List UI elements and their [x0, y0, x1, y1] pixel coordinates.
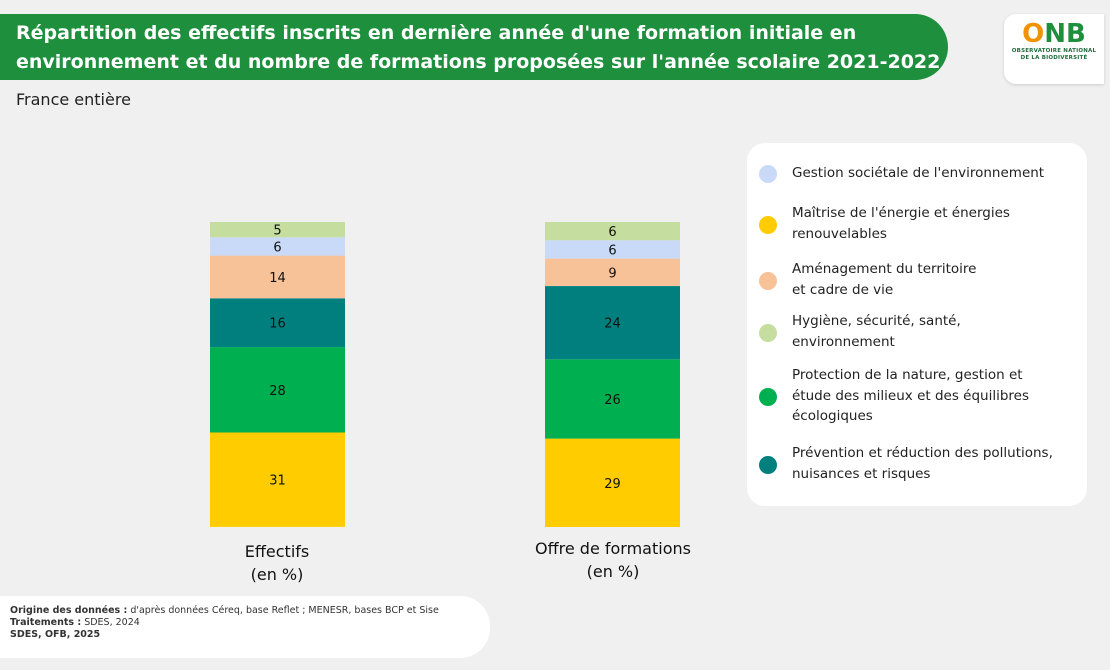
data-label-1-0: 29: [604, 477, 621, 492]
category-label-unit: (en %): [586, 562, 640, 581]
data-label-0-4: 6: [273, 240, 281, 255]
legend-swatch: [759, 215, 777, 234]
logo-wordmark: ONB: [1022, 19, 1086, 49]
legend-swatch: [759, 323, 777, 342]
logo-subtitle-1: OBSERVATOIRE NATIONAL: [1011, 48, 1097, 54]
source-treatments-text: SDES, 2024: [81, 617, 140, 628]
category-label-unit: (en %): [250, 565, 304, 584]
legend-label: Protection de la nature, gestion et étude…: [792, 367, 1030, 424]
data-label-1-2: 24: [604, 317, 621, 332]
legend-swatch: [759, 455, 777, 474]
data-label-1-5: 6: [608, 225, 616, 240]
data-label-0-3: 14: [269, 271, 286, 286]
bar-segment-0-4: [210, 237, 345, 256]
bar-segment-1-1: [545, 359, 680, 439]
bar-segment-0-2: [210, 298, 345, 348]
bar-segment-1-2: [545, 286, 680, 360]
source-treatments-label: Traitements :: [10, 617, 82, 628]
chart-legend: Gestion sociétale de l'environnement Maît…: [747, 143, 1087, 506]
source-origin-label: Origine des données :: [10, 605, 128, 616]
legend-label: Prévention et réduction des pollutions, n…: [792, 445, 1053, 482]
source-origin-text: d'après données Céreq, base Reflet ; MEN…: [127, 605, 439, 616]
legend-label: Aménagement du territoire et cadre de vie: [792, 261, 977, 298]
data-label-1-4: 6: [608, 244, 616, 259]
bar-segment-0-5: [210, 222, 345, 238]
source-note: Origine des données : d'après données Cé…: [0, 596, 490, 658]
onb-logo: ONB OBSERVATOIRE NATIONAL DE LA BIODIVER…: [1004, 14, 1104, 84]
chart-title-line-2: environnement et du nombre de formations…: [16, 51, 941, 73]
data-label-0-2: 16: [269, 317, 286, 332]
data-label-0-0: 31: [269, 474, 286, 489]
chart-subtitle: France entière: [16, 90, 131, 109]
category-label-offre: Offre de formations (en %): [493, 537, 733, 583]
legend-label: Hygiène, sécurité, santé, environnement: [792, 313, 961, 350]
legend-label: Gestion sociétale de l'environnement: [792, 165, 1045, 181]
bar-segment-0-3: [210, 255, 345, 299]
legend-swatch: [759, 165, 777, 184]
category-label-line: Effectifs: [244, 542, 310, 561]
title-banner: Répartition des effectifs inscrits en de…: [0, 14, 948, 80]
bar-segment-1-3: [545, 258, 680, 286]
bar-segment-1-0: [545, 438, 680, 527]
data-label-1-1: 26: [604, 393, 621, 408]
bar-segment-0-0: [210, 432, 345, 527]
data-label-1-3: 9: [608, 266, 616, 281]
bar-segment-0-1: [210, 347, 345, 433]
category-label-line: Offre de formations: [535, 539, 691, 558]
chart-title-line-1: Répartition des effectifs inscrits en de…: [16, 22, 857, 44]
data-label-0-1: 28: [269, 384, 286, 399]
logo-subtitle-2: DE LA BIODIVERSITÉ: [1020, 55, 1088, 61]
legend-swatch: [759, 387, 777, 406]
data-label-0-5: 5: [273, 224, 281, 239]
legend-swatch: [759, 271, 777, 290]
bar-segment-1-4: [545, 240, 680, 259]
source-credits: SDES, OFB, 2025: [10, 629, 101, 640]
bar-segment-1-5: [545, 222, 680, 241]
legend-label: Maîtrise de l'énergie et énergies renouve…: [792, 205, 1010, 242]
category-label-effectifs: Effectifs (en %): [157, 540, 397, 586]
